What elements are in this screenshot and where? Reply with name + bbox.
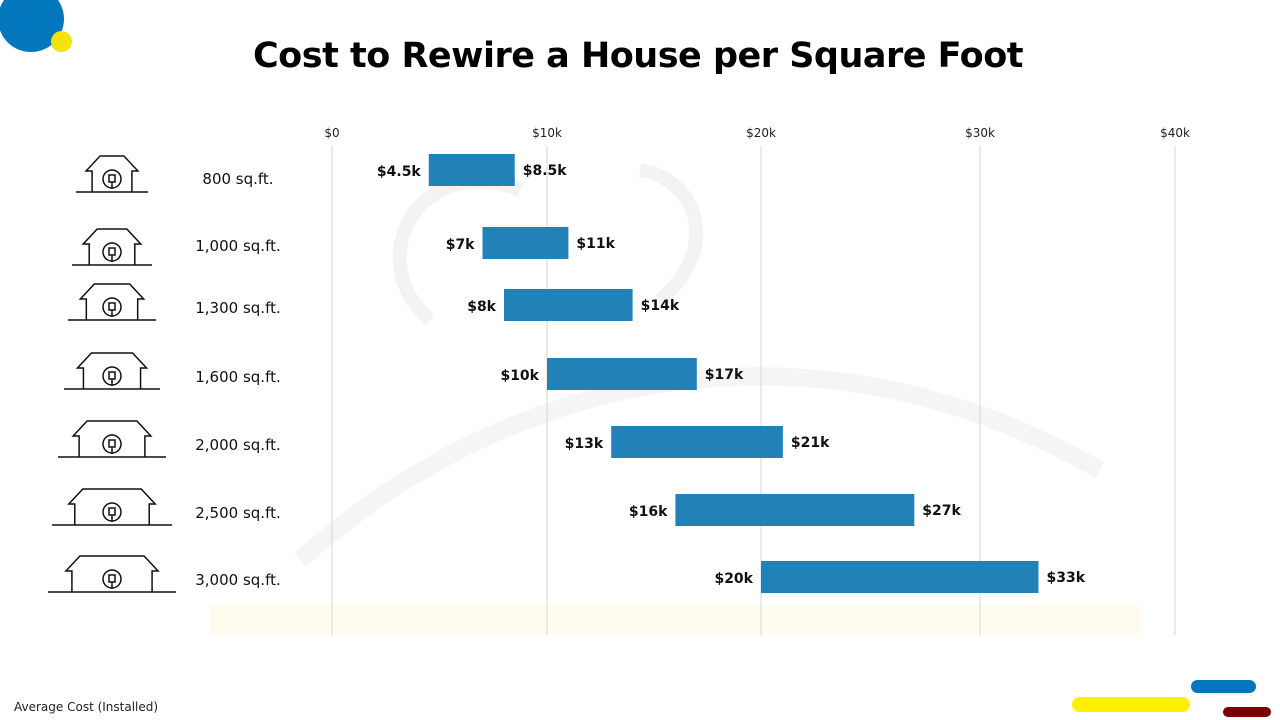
high-value-label: $21k bbox=[791, 435, 830, 451]
category-label: 800 sq.ft. bbox=[202, 170, 273, 188]
x-tick-label: $40k bbox=[1160, 126, 1190, 140]
logo-yellow-circle bbox=[51, 31, 72, 52]
low-value-label: $8k bbox=[467, 299, 496, 315]
low-value-label: $13k bbox=[565, 436, 604, 452]
house-plug-icon bbox=[58, 420, 166, 458]
high-value-label: $14k bbox=[641, 298, 680, 314]
low-value-label: $20k bbox=[714, 571, 753, 587]
x-tick-label: $20k bbox=[746, 126, 776, 140]
high-value-label: $17k bbox=[705, 367, 744, 383]
house-plug-icon bbox=[76, 155, 148, 193]
house-plug-icon bbox=[68, 283, 156, 321]
high-value-label: $27k bbox=[922, 503, 961, 519]
house-plug-icon bbox=[72, 228, 152, 266]
high-value-label: $11k bbox=[576, 236, 615, 252]
category-label: 2,500 sq.ft. bbox=[195, 504, 280, 522]
low-value-label: $10k bbox=[500, 368, 539, 384]
x-tick-label: $0 bbox=[324, 126, 339, 140]
footer-note: Average Cost (Installed) bbox=[14, 700, 159, 714]
house-plug-icon bbox=[48, 555, 176, 593]
range-bar bbox=[611, 426, 783, 458]
category-label: 1,600 sq.ft. bbox=[195, 368, 280, 386]
deco-bar-red bbox=[1223, 707, 1271, 717]
deco-bar-blue bbox=[1191, 680, 1256, 693]
range-bar bbox=[547, 358, 697, 390]
category-label: 1,000 sq.ft. bbox=[195, 237, 280, 255]
range-bar bbox=[428, 154, 515, 186]
category-label: 2,000 sq.ft. bbox=[195, 436, 280, 454]
low-value-label: $16k bbox=[629, 504, 668, 520]
range-bar bbox=[482, 227, 569, 259]
high-value-label: $33k bbox=[1047, 570, 1086, 586]
high-value-label: $8.5k bbox=[523, 163, 568, 179]
range-bar bbox=[504, 289, 633, 321]
low-value-label: $4.5k bbox=[377, 164, 422, 180]
range-bar bbox=[675, 494, 915, 526]
house-plug-icon bbox=[52, 488, 172, 526]
chart-title: Cost to Rewire a House per Square Foot bbox=[253, 36, 1024, 76]
category-label: 1,300 sq.ft. bbox=[195, 299, 280, 317]
deco-bar-yellow bbox=[1072, 697, 1190, 712]
house-plug-icon bbox=[64, 352, 160, 390]
range-bar bbox=[761, 561, 1039, 593]
x-tick-label: $10k bbox=[532, 126, 562, 140]
category-label: 3,000 sq.ft. bbox=[195, 571, 280, 589]
watermark-graphic bbox=[210, 605, 1140, 635]
low-value-label: $7k bbox=[446, 237, 475, 253]
x-tick-label: $30k bbox=[965, 126, 995, 140]
